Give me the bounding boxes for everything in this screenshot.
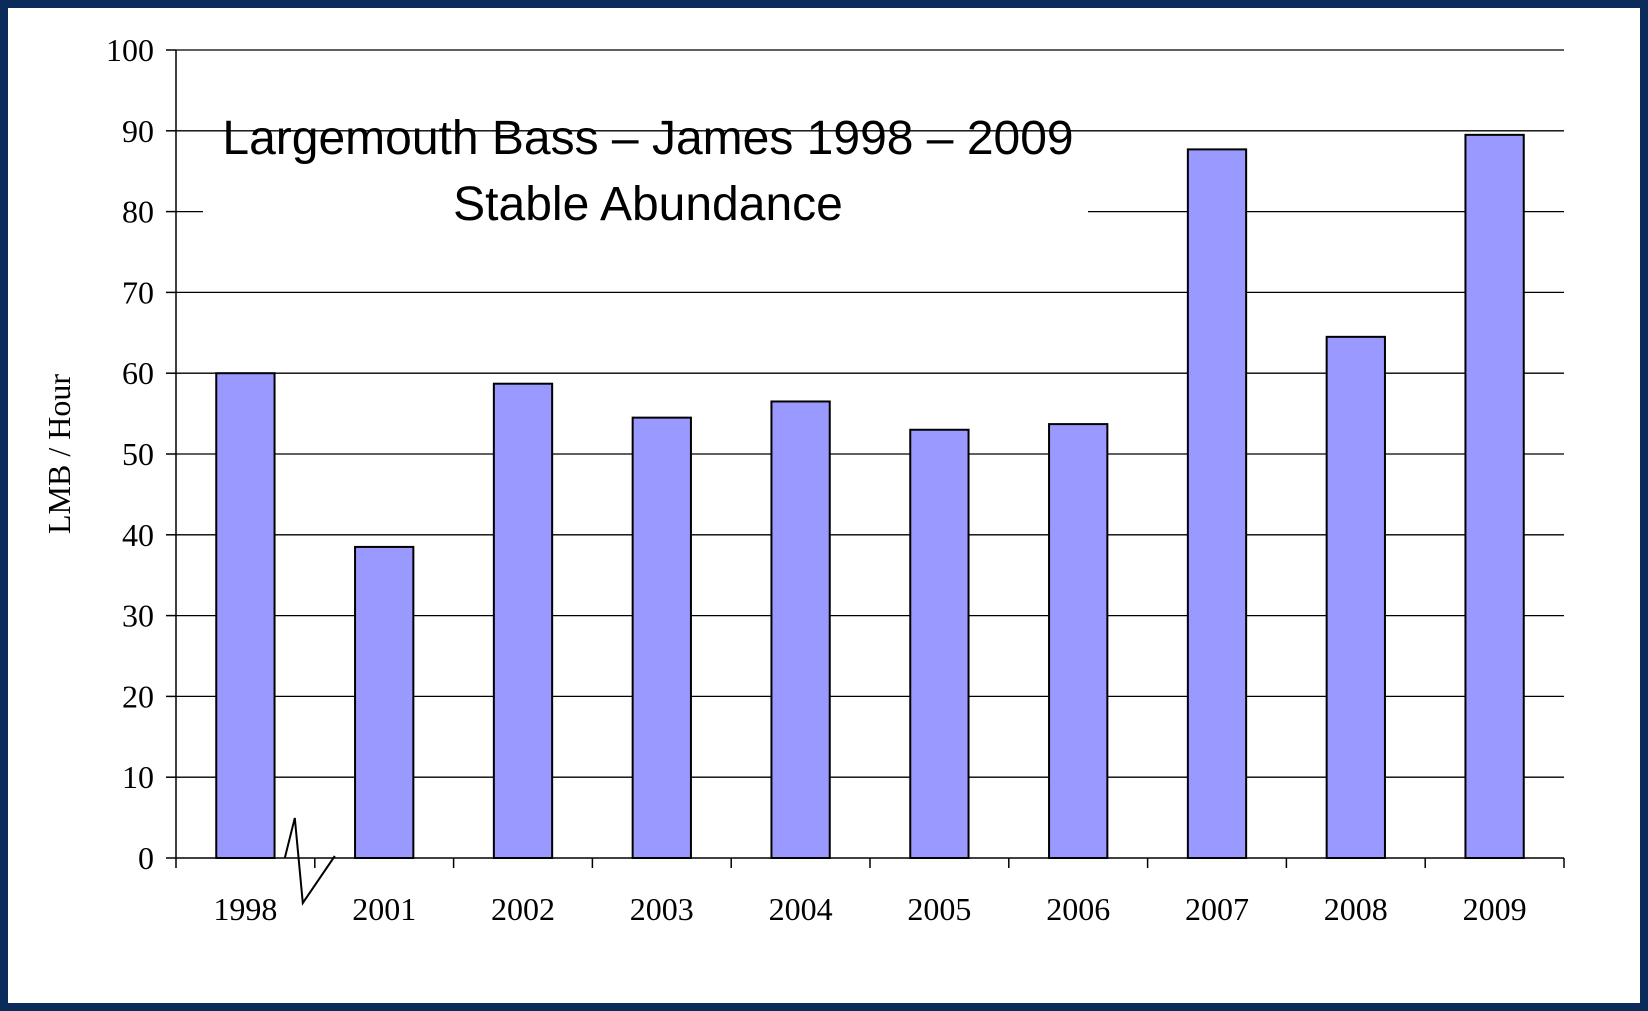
x-tick-label: 2006 xyxy=(1046,891,1110,927)
bar-2001 xyxy=(354,545,415,859)
bars xyxy=(215,133,1525,860)
x-tick-label: 2003 xyxy=(630,891,694,927)
y-tick-label: 70 xyxy=(122,274,154,310)
x-tick-label: 2004 xyxy=(769,891,833,927)
axes xyxy=(166,49,1565,868)
chart-frame: 0 10 20 30 40 50 60 70 80 90 100 1998 2001 2002 2003 2… xyxy=(8,8,1640,1003)
axis-break-marker xyxy=(283,817,336,906)
bar-2009 xyxy=(1464,133,1525,859)
bar-chart: 0 10 20 30 40 50 60 70 80 90 100 1998 2001 2002 2003 2… xyxy=(41,32,1565,927)
y-tick-label: 20 xyxy=(122,678,154,714)
y-tick-label: 0 xyxy=(138,840,154,876)
y-tick-label: 40 xyxy=(122,517,154,553)
y-tick-labels: 0 10 20 30 40 50 60 70 80 90 100 xyxy=(106,32,154,876)
x-tick-label: 1998 xyxy=(213,891,277,927)
x-tick-label: 2002 xyxy=(491,891,555,927)
x-tick-label: 2005 xyxy=(907,891,971,927)
chart-title: Largemouth Bass – James 1998 – 2009 xyxy=(222,112,1073,165)
y-tick-label: 90 xyxy=(122,113,154,149)
chart-title-group: Largemouth Bass – James 1998 – 2009 Stab… xyxy=(203,112,1088,238)
y-tick-label: 60 xyxy=(122,355,154,391)
y-tick-label: 30 xyxy=(122,598,154,634)
x-tick-label: 2008 xyxy=(1324,891,1388,927)
x-tick-label: 2009 xyxy=(1463,891,1527,927)
bar-2002 xyxy=(492,382,554,859)
bar-1998 xyxy=(215,372,276,859)
bar-2008 xyxy=(1325,335,1386,859)
y-tick-label: 10 xyxy=(122,759,154,795)
x-tick-labels: 1998 2001 2002 2003 2004 2005 2006 2007 2008 2009 xyxy=(213,891,1526,927)
bar-2004 xyxy=(770,400,831,859)
bar-2006 xyxy=(1048,423,1109,859)
y-axis-title: LMB / Hour xyxy=(41,374,77,534)
chart-subtitle: Stable Abundance xyxy=(453,178,843,231)
y-tick-label: 80 xyxy=(122,194,154,230)
x-tick-label: 2001 xyxy=(352,891,416,927)
bar-2007 xyxy=(1186,148,1248,860)
x-tick-label: 2007 xyxy=(1185,891,1249,927)
title-background xyxy=(203,148,1088,238)
bar-2005 xyxy=(909,428,970,859)
y-tick-label: 100 xyxy=(106,32,154,68)
y-tick-label: 50 xyxy=(122,436,154,472)
bar-2003 xyxy=(631,416,692,859)
